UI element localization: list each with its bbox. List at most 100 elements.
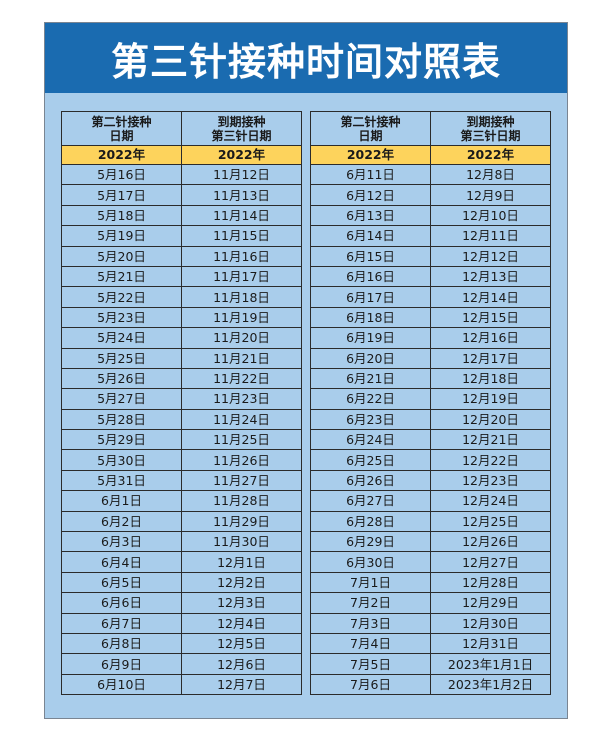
table-row: 6月6日 12月3日 (61, 592, 302, 614)
table-row: 6月30日 12月27日 (310, 551, 551, 573)
table-row: 5月19日 11月15日 (61, 225, 302, 247)
table-row: 6月17日 12月14日 (310, 286, 551, 308)
table-row: 5月27日 11月23日 (61, 388, 302, 410)
header-text: 第二针接种 (340, 114, 401, 129)
header-row: 第二针接种 日期 到期接种 第三针日期 (61, 111, 302, 146)
table-row: 5月23日 11月19日 (61, 306, 302, 329)
second-dose-date: 6月24日 (310, 429, 431, 451)
second-dose-date: 6月9日 (61, 653, 182, 675)
third-dose-date: 12月22日 (430, 449, 551, 471)
second-dose-date: 7月6日 (310, 673, 431, 696)
table-row: 6月10日 12月7日 (61, 673, 302, 696)
third-dose-date: 12月4日 (181, 612, 302, 634)
third-dose-date: 11月26日 (181, 449, 302, 471)
second-dose-date: 6月2日 (61, 510, 182, 533)
header-row: 第二针接种 日期 到期接种 第三针日期 (310, 111, 551, 146)
header-third-dose: 到期接种 第三针日期 (181, 111, 302, 146)
header-text: 第三针日期 (211, 128, 272, 143)
year-row: 2022年 2022年 (310, 145, 551, 165)
second-dose-date: 5月17日 (61, 184, 182, 206)
table-row: 5月18日 11月14日 (61, 204, 302, 227)
second-dose-date: 6月13日 (310, 204, 431, 227)
year-cell: 2022年 (181, 145, 302, 165)
second-dose-date: 6月6日 (61, 592, 182, 614)
third-dose-date: 12月10日 (430, 204, 551, 227)
second-dose-date: 6月27日 (310, 490, 431, 512)
table-row: 6月28日 12月25日 (310, 510, 551, 533)
third-dose-date: 11月20日 (181, 327, 302, 349)
table-row: 6月24日 12月21日 (310, 429, 551, 451)
header-text: 第三针日期 (460, 128, 521, 143)
table-row: 5月22日 11月18日 (61, 286, 302, 308)
third-dose-date: 11月27日 (181, 469, 302, 492)
third-dose-date: 12月11日 (430, 225, 551, 247)
third-dose-date: 11月14日 (181, 204, 302, 227)
second-dose-date: 6月19日 (310, 327, 431, 349)
third-dose-date: 12月21日 (430, 429, 551, 451)
second-dose-date: 6月14日 (310, 225, 431, 247)
second-dose-date: 5月20日 (61, 245, 182, 267)
third-dose-date: 12月25日 (430, 510, 551, 533)
third-dose-date: 12月8日 (430, 163, 551, 186)
third-dose-date: 12月5日 (181, 632, 302, 655)
table-row: 6月18日 12月15日 (310, 306, 551, 329)
table-row: 7月5日 2023年1月1日 (310, 653, 551, 675)
table-row: 6月9日 12月6日 (61, 653, 302, 675)
table-row: 5月25日 11月21日 (61, 347, 302, 369)
table-row: 6月13日 12月10日 (310, 204, 551, 227)
third-dose-date: 12月24日 (430, 490, 551, 512)
second-dose-date: 6月3日 (61, 531, 182, 553)
year-cell: 2022年 (61, 145, 182, 165)
table-row: 6月22日 12月19日 (310, 388, 551, 410)
table-row: 7月3日 12月30日 (310, 612, 551, 634)
table-row: 6月15日 12月12日 (310, 245, 551, 267)
table-row: 6月29日 12月26日 (310, 531, 551, 553)
second-dose-date: 7月4日 (310, 632, 431, 655)
header-text: 日期 (109, 128, 134, 143)
second-dose-date: 6月21日 (310, 367, 431, 390)
year-cell: 2022年 (430, 145, 551, 165)
second-dose-date: 6月22日 (310, 388, 431, 410)
third-dose-date: 12月3日 (181, 592, 302, 614)
third-dose-date: 11月22日 (181, 367, 302, 390)
table-row: 6月5日 12月2日 (61, 571, 302, 594)
second-dose-date: 5月22日 (61, 286, 182, 308)
table-row: 6月26日 12月23日 (310, 469, 551, 492)
third-dose-date: 12月1日 (181, 551, 302, 573)
third-dose-date: 11月16日 (181, 245, 302, 267)
table-row: 5月31日 11月27日 (61, 469, 302, 492)
table-row: 6月2日 11月29日 (61, 510, 302, 533)
header-text: 到期接种 (466, 114, 515, 129)
right-date-table: 第二针接种 日期 到期接种 第三针日期 2022年 2022年 6月11日 12月8日… (310, 111, 551, 696)
second-dose-date: 6月20日 (310, 347, 431, 369)
third-dose-date: 11月17日 (181, 265, 302, 288)
third-dose-date: 2023年1月2日 (430, 673, 551, 696)
table-row: 6月16日 12月13日 (310, 265, 551, 288)
table-row: 6月8日 12月5日 (61, 632, 302, 655)
table-row: 7月6日 2023年1月2日 (310, 673, 551, 696)
table-row: 6月25日 12月22日 (310, 449, 551, 471)
second-dose-date: 6月23日 (310, 408, 431, 431)
third-dose-date: 12月7日 (181, 673, 302, 696)
second-dose-date: 7月1日 (310, 571, 431, 594)
second-dose-date: 5月27日 (61, 388, 182, 410)
table-row: 6月7日 12月4日 (61, 612, 302, 634)
second-dose-date: 7月2日 (310, 592, 431, 614)
second-dose-date: 7月5日 (310, 653, 431, 675)
table-row: 6月23日 12月20日 (310, 408, 551, 431)
table-row: 6月19日 12月16日 (310, 327, 551, 349)
header-second-dose: 第二针接种 日期 (310, 111, 431, 146)
header-text: 第二针接种 (91, 114, 152, 129)
table-row: 6月27日 12月24日 (310, 490, 551, 512)
third-dose-date: 12月19日 (430, 388, 551, 410)
header-third-dose: 到期接种 第三针日期 (430, 111, 551, 146)
table-row: 6月1日 11月28日 (61, 490, 302, 512)
table-row: 5月16日 11月12日 (61, 163, 302, 186)
second-dose-date: 5月25日 (61, 347, 182, 369)
second-dose-date: 5月28日 (61, 408, 182, 431)
third-dose-date: 12月18日 (430, 367, 551, 390)
second-dose-date: 6月12日 (310, 184, 431, 206)
header-text: 到期接种 (217, 114, 266, 129)
table-row: 5月26日 11月22日 (61, 367, 302, 390)
third-dose-date: 12月6日 (181, 653, 302, 675)
